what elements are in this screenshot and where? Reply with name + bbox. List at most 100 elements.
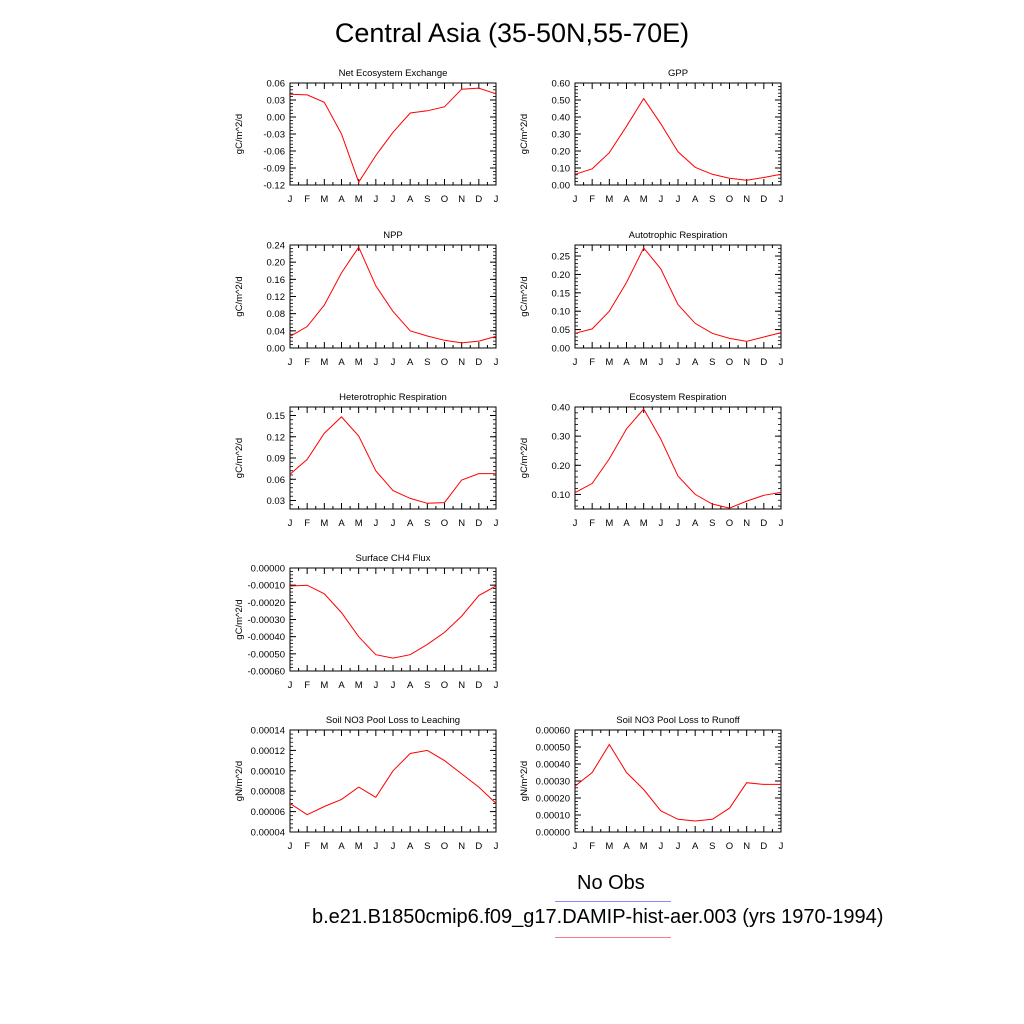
x-tick-label: O — [441, 357, 448, 368]
x-tick-label: F — [589, 194, 595, 205]
y-axis-label: gC/m^2/d — [234, 114, 245, 154]
x-tick-label: J — [494, 841, 499, 852]
x-tick-label: O — [441, 680, 448, 691]
plot-frame — [574, 244, 782, 349]
page-title: Central Asia (35-50N,55-70E) — [334, 18, 690, 48]
x-tick-label: D — [475, 680, 482, 691]
x-tick-label: A — [692, 841, 699, 852]
x-tick-label: O — [726, 194, 733, 205]
x-tick-label: A — [338, 680, 345, 691]
y-tick-label: 0.10 — [552, 164, 571, 175]
x-tick-label: J — [288, 194, 293, 205]
y-tick-label: 0.00014 — [251, 726, 285, 737]
x-tick-label: J — [779, 194, 784, 205]
x-tick-label: J — [658, 357, 663, 368]
x-tick-label: J — [779, 518, 784, 529]
x-tick-label: J — [779, 357, 784, 368]
panel-title: Soil NO3 Pool Loss to Runoff — [616, 715, 740, 726]
y-tick-label: 0.03 — [267, 496, 286, 507]
y-tick-label: 0.00 — [267, 344, 286, 355]
x-tick-label: M — [640, 518, 648, 529]
x-tick-label: F — [304, 518, 310, 529]
series-line — [574, 246, 782, 342]
x-tick-label: J — [676, 518, 681, 529]
x-tick-label: M — [605, 357, 613, 368]
y-tick-label: -0.00030 — [247, 615, 285, 626]
x-tick-label: J — [373, 680, 378, 691]
y-tick-label: 0.00008 — [251, 787, 285, 798]
y-axis-label: gC/m^2/d — [234, 276, 245, 316]
x-tick-label: M — [640, 357, 648, 368]
y-tick-label: 0.12 — [267, 292, 286, 303]
x-tick-label: S — [709, 841, 715, 852]
y-tick-label: -0.00020 — [247, 598, 285, 609]
y-tick-label: 0.20 — [552, 461, 571, 472]
y-tick-label: 0.00006 — [251, 807, 285, 818]
plot-frame — [574, 82, 782, 186]
legend-obs-label: No Obs — [577, 872, 645, 894]
x-tick-label: O — [726, 841, 733, 852]
x-tick-label: A — [623, 194, 630, 205]
y-tick-label: 0.15 — [552, 288, 571, 299]
y-tick-label: 0.60 — [552, 79, 571, 90]
x-tick-label: F — [304, 680, 310, 691]
x-tick-label: O — [726, 357, 733, 368]
series-line — [574, 408, 782, 509]
x-tick-label: D — [760, 841, 767, 852]
legend-run-label: b.e21.B1850cmip6.f09_g17.DAMIP-hist-aer.… — [312, 906, 884, 928]
x-tick-label: M — [355, 518, 363, 529]
x-tick-label: D — [760, 357, 767, 368]
x-tick-label: S — [709, 194, 715, 205]
y-tick-label: 0.15 — [267, 411, 286, 422]
x-tick-label: F — [589, 841, 595, 852]
y-tick-label: -0.06 — [263, 147, 285, 158]
x-tick-label: N — [458, 518, 465, 529]
y-tick-label: -0.03 — [263, 130, 285, 141]
y-tick-label: 0.40 — [552, 113, 571, 124]
x-tick-label: J — [373, 194, 378, 205]
x-tick-label: J — [573, 194, 578, 205]
x-tick-label: M — [640, 194, 648, 205]
x-tick-label: J — [658, 194, 663, 205]
x-tick-label: J — [373, 841, 378, 852]
plot-frame — [289, 406, 497, 510]
x-tick-label: F — [304, 357, 310, 368]
y-tick-label: 0.09 — [267, 454, 286, 465]
x-tick-label: M — [320, 194, 328, 205]
series-line — [574, 743, 781, 822]
plot-frame — [289, 244, 497, 349]
y-tick-label: 0.30 — [552, 432, 571, 443]
y-tick-label: 0.00030 — [536, 777, 570, 788]
y-tick-label: 0.16 — [267, 275, 286, 286]
x-tick-label: J — [288, 518, 293, 529]
x-tick-label: A — [692, 518, 699, 529]
x-tick-label: A — [407, 841, 414, 852]
series-line — [289, 87, 497, 184]
panel-title: GPP — [668, 68, 688, 79]
panel-title: Surface CH4 Flux — [356, 553, 431, 564]
x-tick-label: M — [320, 680, 328, 691]
y-tick-label: -0.00010 — [247, 581, 285, 592]
x-tick-label: O — [441, 194, 448, 205]
x-tick-label: J — [658, 841, 663, 852]
x-tick-label: M — [355, 841, 363, 852]
x-tick-label: J — [494, 680, 499, 691]
x-tick-label: F — [589, 357, 595, 368]
y-tick-label: 0.00000 — [536, 828, 570, 839]
y-tick-label: 0.20 — [267, 258, 286, 269]
panel-title: Autotrophic Respiration — [629, 230, 728, 241]
x-tick-label: J — [494, 518, 499, 529]
panel-title: Net Ecosystem Exchange — [339, 68, 448, 79]
y-tick-label: 0.04 — [267, 326, 286, 337]
y-tick-label: 0.12 — [267, 432, 286, 443]
x-tick-label: A — [407, 680, 414, 691]
x-tick-label: M — [320, 357, 328, 368]
plot-frame — [574, 406, 782, 510]
y-tick-label: 0.05 — [552, 325, 571, 336]
y-tick-label: 0.00004 — [251, 828, 285, 839]
x-tick-label: N — [458, 841, 465, 852]
x-tick-label: J — [573, 357, 578, 368]
